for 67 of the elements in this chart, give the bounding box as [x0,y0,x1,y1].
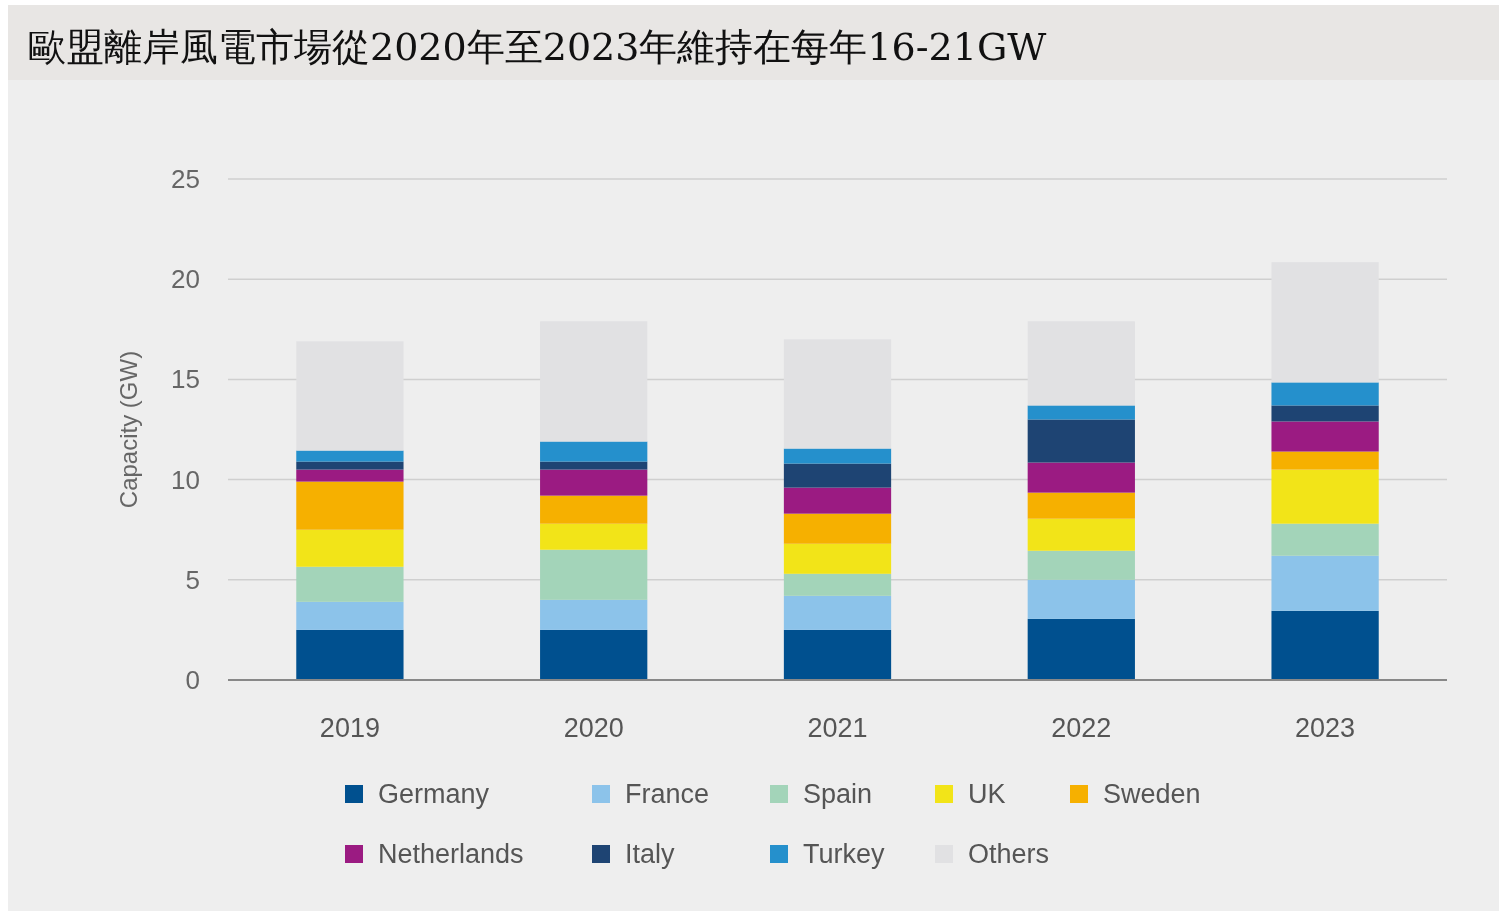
x-tick-label: 2023 [1295,713,1356,743]
bar [540,549,648,600]
bar [1027,419,1135,463]
bar [1027,462,1135,493]
bar [1271,451,1379,470]
bar [296,450,404,462]
y-axis-title: Capacity (GW) [115,350,142,509]
x-tick-label: 2020 [563,713,624,743]
bar [540,441,648,462]
y-tick-label: 0 [185,665,200,695]
bar [296,529,404,567]
bar [296,566,404,602]
bar [1027,618,1135,680]
bar [1271,262,1379,383]
y-tick-label: 5 [185,564,200,595]
bar [540,461,648,470]
bar [296,461,404,470]
bar [296,481,404,530]
legend-label: Others [968,839,1050,869]
bar [540,523,648,550]
title: 歐盟離岸風電市場從2020年至2023年維持在每年16-21GW [28,25,1047,69]
x-tick-label: 2022 [1051,713,1112,743]
legend-label: France [625,779,710,809]
bar [1027,405,1135,420]
bar [783,629,892,680]
bar [540,469,648,496]
bar [783,487,892,514]
x-tick-label: 2019 [319,713,380,743]
y-tick-label: 25 [171,164,200,194]
bar [1027,579,1135,619]
bar [1271,555,1379,611]
legend-label: UK [968,779,1006,809]
bar [1027,321,1135,406]
bar [783,573,892,596]
bar [540,629,648,680]
bar [1271,469,1379,524]
bar [1271,382,1379,406]
legend-label: Spain [803,779,873,809]
y-tick-label: 20 [171,264,200,295]
bar [1027,492,1135,519]
bar [783,463,892,488]
bar [296,629,404,680]
legend-label: Italy [625,839,676,869]
bar [1027,550,1135,580]
bar [1027,518,1135,551]
bar [783,448,892,464]
bar [540,495,648,524]
legend-label: Turkey [803,839,886,869]
y-tick-label: 15 [171,364,200,395]
bar [1271,610,1379,680]
legend-label: Sweden [1103,779,1201,809]
legend-label: Germany [378,779,490,809]
bar [1271,405,1379,422]
bar [783,339,892,449]
bar [296,601,404,630]
bar [1271,421,1379,452]
bar [1271,523,1379,556]
bar [783,543,892,574]
legend-label: Netherlands [378,839,524,869]
bar [540,321,648,442]
bar [296,341,404,451]
bar [783,595,892,630]
y-tick-label: 10 [171,464,200,495]
bar [783,513,892,544]
x-tick-label: 2021 [807,713,868,743]
bar [540,599,648,630]
bar [296,469,404,482]
